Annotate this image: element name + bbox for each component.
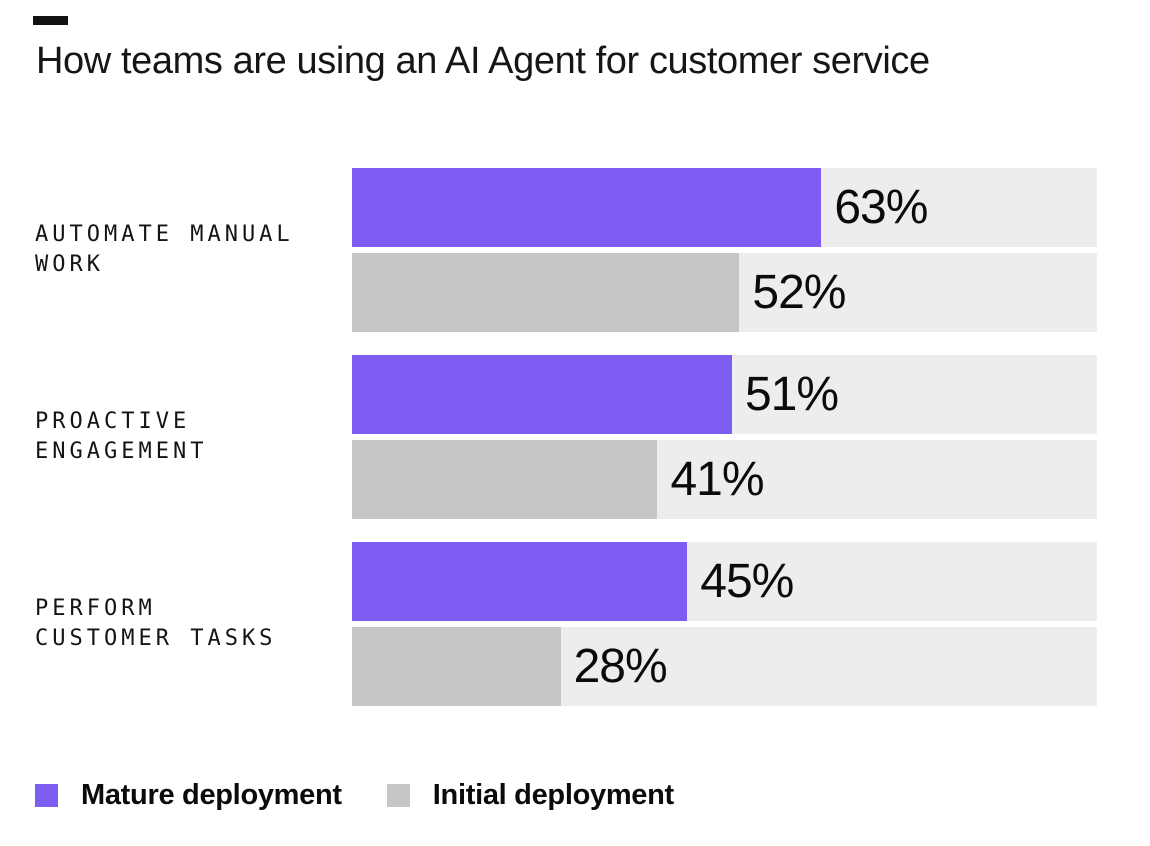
chart-group-automate-manual-work: AUTOMATE MANUAL WORK 63% 52%	[0, 168, 1097, 332]
legend-label: Mature deployment	[81, 779, 342, 811]
bar-initial-deployment	[352, 627, 561, 706]
bar-mature-deployment	[352, 542, 688, 621]
bar-track: 51%	[352, 355, 1097, 434]
category-label: PROACTIVE ENGAGEMENT	[35, 409, 208, 464]
bar-mature-deployment	[352, 168, 822, 247]
bar-value-label: 45%	[700, 555, 794, 608]
bar-initial-deployment	[352, 440, 658, 519]
bar-value-label: 28%	[573, 640, 668, 693]
legend-swatch-initial-icon	[386, 784, 410, 807]
bar-value-label: 51%	[744, 368, 839, 421]
category-label: AUTOMATE MANUAL WORK	[35, 222, 294, 277]
bar-value-label: 63%	[834, 181, 928, 234]
bar-value-label: 52%	[752, 266, 846, 319]
category-label: PERFORM CUSTOMER TASKS	[35, 596, 277, 651]
bar-value-label: 41%	[670, 453, 764, 506]
bar-pair: 51% 41%	[352, 355, 1097, 519]
legend-label: Initial deployment	[432, 779, 674, 811]
legend-item-initial-deployment: Initial deployment	[386, 779, 674, 812]
bar-mature-deployment	[352, 355, 732, 434]
title-dash-decoration	[33, 16, 68, 25]
bar-initial-deployment	[352, 253, 740, 332]
bar-track: 45%	[352, 542, 1097, 621]
bar-track: 41%	[352, 440, 1097, 519]
bar-track: 63%	[352, 168, 1097, 247]
bar-track: 52%	[352, 253, 1097, 332]
legend-swatch-mature-icon	[35, 784, 58, 807]
chart-title: How teams are using an AI Agent for cust…	[36, 40, 930, 82]
legend-item-mature-deployment: Mature deployment	[35, 779, 342, 812]
bar-pair: 45% 28%	[352, 542, 1097, 706]
bar-track: 28%	[352, 627, 1097, 706]
chart-group-perform-customer-tasks: PERFORM CUSTOMER TASKS 45% 28%	[0, 542, 1097, 706]
chart-group-proactive-engagement: PROACTIVE ENGAGEMENT 51% 41%	[0, 355, 1097, 519]
legend: Mature deployment Initial deployment	[35, 779, 674, 812]
bar-chart: AUTOMATE MANUAL WORK 63% 52% PROACTIVE E…	[0, 168, 1097, 706]
bar-pair: 63% 52%	[352, 168, 1097, 332]
